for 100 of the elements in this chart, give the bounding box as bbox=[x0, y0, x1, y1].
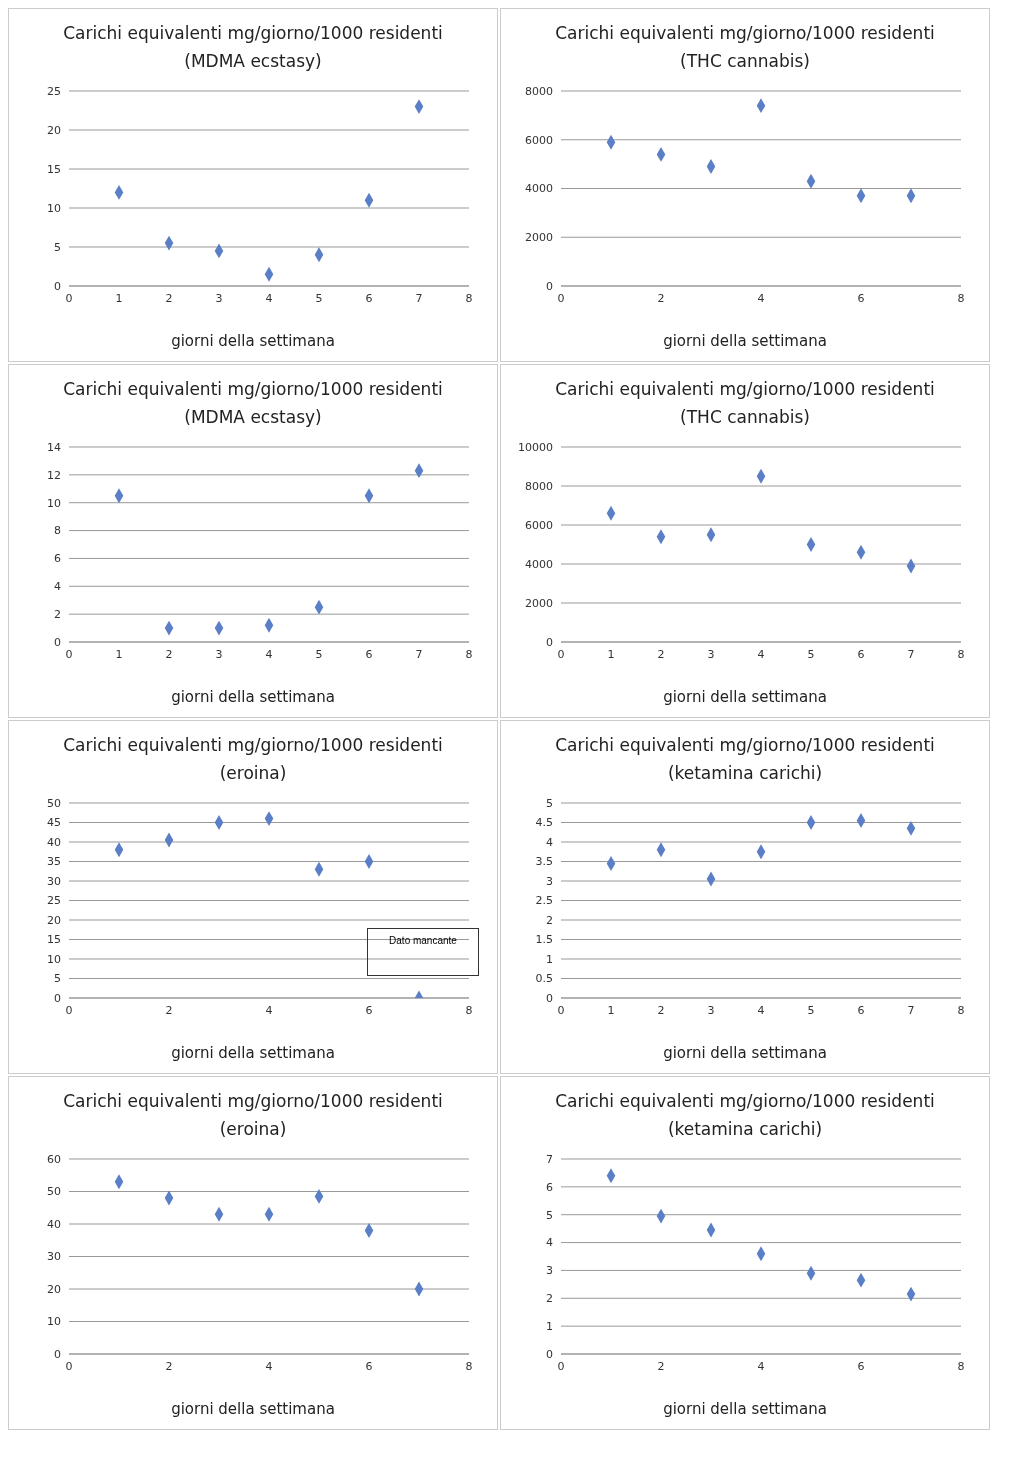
y-tick-label: 20 bbox=[47, 1282, 61, 1296]
x-tick-label: 5 bbox=[315, 291, 323, 305]
y-tick-label: 1.5 bbox=[535, 933, 553, 947]
y-tick-label: 5 bbox=[546, 796, 553, 810]
x-tick-label: 6 bbox=[365, 647, 373, 661]
x-axis-title: giorni della settimana bbox=[170, 331, 336, 352]
x-tick-label: 3 bbox=[215, 647, 223, 661]
y-tick-label: 25 bbox=[47, 894, 61, 908]
y-tick-label: 4000 bbox=[525, 182, 553, 196]
chart-title: Carichi equivalenti mg/giorno/1000 residenti (MDMA ecstasy) bbox=[62, 22, 444, 73]
y-tick-label: 0 bbox=[546, 1347, 553, 1361]
x-tick-label: 8 bbox=[957, 1359, 965, 1373]
x-tick-label: 8 bbox=[465, 1003, 473, 1017]
x-tick-label: 6 bbox=[365, 1003, 373, 1017]
chart-title: Carichi equivalenti mg/giorno/1000 residenti (eroina) bbox=[62, 1090, 444, 1141]
y-tick-label: 4.5 bbox=[535, 816, 553, 830]
x-axis-title: giorni della settimana bbox=[662, 1399, 828, 1420]
x-tick-label: 4 bbox=[757, 1359, 765, 1373]
y-tick-label: 0 bbox=[546, 991, 553, 1005]
y-tick-label: 20 bbox=[47, 913, 61, 927]
y-tick-label: 0.5 bbox=[535, 972, 553, 986]
x-tick-label: 0 bbox=[557, 291, 565, 305]
chart-title: Carichi equivalenti mg/giorno/1000 residenti (ketamina carichi) bbox=[554, 734, 936, 785]
x-tick-label: 2 bbox=[657, 291, 665, 305]
chart-title: Carichi equivalenti mg/giorno/1000 residenti (THC cannabis) bbox=[554, 22, 936, 73]
y-tick-label: 50 bbox=[47, 1185, 61, 1199]
y-tick-label: 2 bbox=[546, 1292, 553, 1306]
y-tick-label: 60 bbox=[47, 1152, 61, 1166]
x-tick-label: 4 bbox=[265, 291, 273, 305]
x-tick-label: 3 bbox=[707, 647, 715, 661]
y-tick-label: 3.5 bbox=[535, 855, 553, 869]
y-tick-label: 4 bbox=[546, 1236, 553, 1250]
chart-title: Carichi equivalenti mg/giorno/1000 residenti (THC cannabis) bbox=[554, 378, 936, 429]
y-tick-label: 3 bbox=[546, 1264, 553, 1278]
y-tick-label: 5 bbox=[546, 1208, 553, 1222]
y-tick-label: 15 bbox=[47, 933, 61, 947]
x-tick-label: 6 bbox=[365, 291, 373, 305]
y-tick-label: 4000 bbox=[525, 557, 553, 571]
x-axis-title: giorni della settimana bbox=[170, 1399, 336, 1420]
y-tick-label: 0 bbox=[54, 635, 61, 649]
x-tick-label: 2 bbox=[165, 1359, 173, 1373]
y-tick-label: 4 bbox=[546, 835, 553, 849]
y-tick-label: 25 bbox=[47, 84, 61, 98]
x-tick-label: 0 bbox=[65, 647, 73, 661]
x-tick-label: 8 bbox=[957, 1003, 965, 1017]
x-tick-label: 4 bbox=[757, 647, 765, 661]
x-tick-label: 8 bbox=[465, 647, 473, 661]
note-box: Dato mancante bbox=[367, 928, 479, 976]
y-tick-label: 35 bbox=[47, 855, 61, 869]
x-tick-label: 2 bbox=[657, 1359, 665, 1373]
x-tick-label: 6 bbox=[857, 291, 865, 305]
x-tick-label: 7 bbox=[415, 647, 423, 661]
x-tick-label: 3 bbox=[215, 291, 223, 305]
y-tick-label: 8000 bbox=[525, 84, 553, 98]
y-tick-label: 4 bbox=[54, 580, 61, 594]
x-tick-label: 4 bbox=[265, 1003, 273, 1017]
x-tick-label: 2 bbox=[165, 1003, 173, 1017]
x-tick-label: 2 bbox=[657, 647, 665, 661]
x-tick-label: 4 bbox=[265, 1359, 273, 1373]
y-tick-label: 30 bbox=[47, 874, 61, 888]
x-tick-label: 4 bbox=[757, 291, 765, 305]
x-tick-label: 7 bbox=[907, 647, 915, 661]
x-tick-label: 8 bbox=[957, 291, 965, 305]
x-tick-label: 5 bbox=[807, 1003, 815, 1017]
y-tick-label: 5 bbox=[54, 240, 61, 254]
x-axis-title: giorni della settimana bbox=[662, 331, 828, 352]
y-tick-label: 0 bbox=[546, 635, 553, 649]
x-tick-label: 8 bbox=[957, 647, 965, 661]
y-tick-label: 2 bbox=[54, 608, 61, 622]
x-tick-label: 0 bbox=[65, 1359, 73, 1373]
x-tick-label: 0 bbox=[65, 1003, 73, 1017]
y-tick-label: 10 bbox=[47, 1315, 61, 1329]
x-tick-label: 2 bbox=[165, 647, 173, 661]
x-axis-title: giorni della settimana bbox=[170, 1043, 336, 1064]
y-tick-label: 6000 bbox=[525, 133, 553, 147]
y-tick-label: 7 bbox=[546, 1152, 553, 1166]
y-tick-label: 10 bbox=[47, 496, 61, 510]
y-tick-label: 40 bbox=[47, 835, 61, 849]
x-tick-label: 0 bbox=[557, 647, 565, 661]
y-tick-label: 6 bbox=[546, 1180, 553, 1194]
y-tick-label: 10 bbox=[47, 952, 61, 966]
x-axis-title: giorni della settimana bbox=[662, 687, 828, 708]
y-tick-label: 40 bbox=[47, 1217, 61, 1231]
y-tick-label: 6 bbox=[54, 552, 61, 566]
x-tick-label: 5 bbox=[315, 647, 323, 661]
y-tick-label: 2.5 bbox=[535, 894, 553, 908]
x-tick-label: 6 bbox=[365, 1359, 373, 1373]
y-tick-label: 6000 bbox=[525, 518, 553, 532]
y-tick-label: 50 bbox=[47, 796, 61, 810]
chart-title: Carichi equivalenti mg/giorno/1000 residenti (ketamina carichi) bbox=[554, 1090, 936, 1141]
y-tick-label: 12 bbox=[47, 468, 61, 482]
x-tick-label: 7 bbox=[907, 1003, 915, 1017]
y-tick-label: 0 bbox=[546, 279, 553, 293]
x-tick-label: 2 bbox=[165, 291, 173, 305]
y-tick-label: 10 bbox=[47, 201, 61, 215]
x-tick-label: 4 bbox=[265, 647, 273, 661]
y-tick-label: 0 bbox=[54, 991, 61, 1005]
x-axis-title: giorni della settimana bbox=[662, 1043, 828, 1064]
y-tick-label: 45 bbox=[47, 816, 61, 830]
x-tick-label: 8 bbox=[465, 1359, 473, 1373]
